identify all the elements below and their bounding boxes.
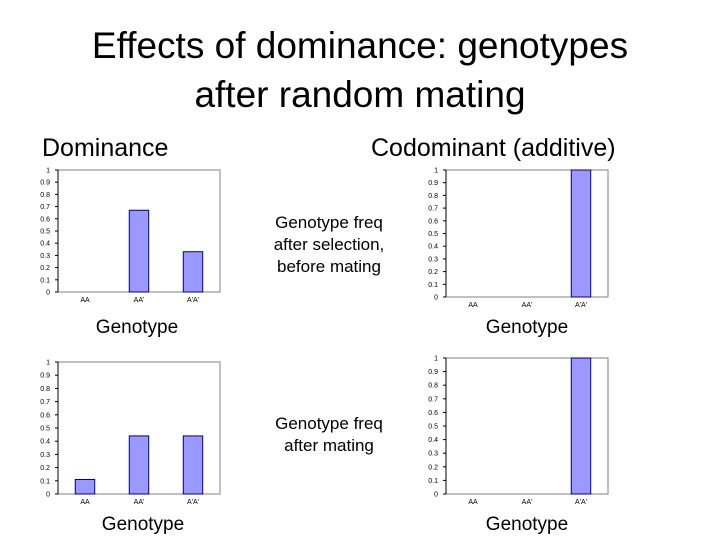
y-tick-label: 0.8 [40, 386, 50, 393]
y-tick-label: 0.9 [40, 180, 50, 187]
y-tick-label: 0.8 [428, 193, 438, 200]
y-tick-label: 0.3 [40, 452, 50, 459]
chart-codominant-after-mating: 0 0.1 0.2 0.3 0.4 0.5 0.6 0.7 0.8 0.9 1 AA AA' A'A' [428, 356, 609, 506]
x-axis-label: Genotype [485, 317, 569, 338]
x-tick-label: A'A' [575, 302, 587, 309]
y-tick-label: 1 [434, 168, 438, 175]
y-tick-label: 0.6 [40, 216, 50, 223]
bar-A'A' [182, 435, 204, 495]
y-tick-label: 0.4 [40, 439, 50, 446]
x-tick-label: AA' [522, 499, 533, 506]
y-tick-label: 1 [46, 168, 50, 175]
x-tick-label: AA [468, 302, 478, 309]
y-tick-label: 0.2 [428, 269, 438, 276]
annotation-line: after mating [284, 436, 374, 455]
chart-dominance-after-mating: 0 0.1 0.2 0.3 0.4 0.5 0.6 0.7 0.8 0.9 1 AA AA' A'A' [40, 360, 221, 506]
y-tick-label: 0.3 [40, 253, 50, 260]
y-tick-label: 0 [46, 492, 50, 499]
bar-A'A' [182, 251, 204, 293]
y-tick-label: 0.6 [428, 218, 438, 225]
y-tick-label: 0 [46, 290, 50, 297]
y-tick-label: 0.7 [40, 204, 50, 211]
chart-dominance-before-mating: 0 0.1 0.2 0.3 0.4 0.5 0.6 0.7 0.8 0.9 1 AA AA' A'A' [40, 168, 221, 304]
y-tick-label: 0.1 [40, 478, 50, 485]
x-tick-label: AA' [134, 499, 145, 506]
y-tick-label: 0.4 [428, 437, 438, 444]
x-tick-label: A'A' [575, 499, 587, 506]
y-tick-label: 0.3 [428, 256, 438, 263]
slide-title-line-1: Effects of dominance: genotypes [91, 25, 629, 66]
y-tick-label: 0.7 [40, 399, 50, 406]
y-tick-label: 0.6 [40, 412, 50, 419]
y-tick-label: 0.1 [40, 277, 50, 284]
y-tick-label: 0.6 [428, 410, 438, 417]
x-tick-label: AA' [522, 302, 533, 309]
annotation-line: Genotype freq [275, 414, 383, 433]
annotation-after-mating: Genotype freq after mating [254, 413, 404, 457]
x-axis-label: Genotype [101, 514, 185, 535]
y-tick-label: 0.9 [428, 180, 438, 187]
y-tick-label: 0.9 [40, 373, 50, 380]
x-tick-label: A'A' [187, 499, 199, 506]
x-tick-label: A'A' [187, 297, 199, 304]
bar-AA' [128, 435, 150, 495]
y-tick-label: 0.5 [40, 229, 50, 236]
y-tick-label: 1 [434, 356, 438, 363]
annotation-line: before mating [277, 257, 381, 276]
y-tick-label: 0.5 [428, 424, 438, 431]
y-tick-label: 0.2 [40, 465, 50, 472]
slide-title-line-2: after random mating [194, 74, 526, 115]
x-tick-label: AA [80, 499, 90, 506]
y-tick-label: 1 [46, 360, 50, 367]
y-tick-label: 0.2 [40, 265, 50, 272]
y-tick-label: 0.7 [428, 396, 438, 403]
y-tick-label: 0 [434, 295, 438, 302]
y-tick-label: 0.1 [428, 478, 438, 485]
y-tick-label: 0.2 [428, 464, 438, 471]
y-tick-label: 0.9 [428, 369, 438, 376]
y-tick-label: 0.7 [428, 206, 438, 213]
bar-A'A' [570, 357, 592, 495]
y-tick-label: 0.3 [428, 451, 438, 458]
x-axis-label: Genotype [485, 514, 569, 535]
bar-AA' [128, 209, 150, 293]
column-header-dominance: Dominance [42, 134, 169, 162]
x-axis-label: Genotype [95, 317, 179, 338]
y-tick-label: 0.8 [40, 192, 50, 199]
y-tick-label: 0.5 [428, 231, 438, 238]
x-tick-label: AA [80, 297, 90, 304]
y-tick-label: 0 [434, 492, 438, 499]
annotation-before-mating: Genotype freq after selection, before ma… [254, 212, 404, 278]
y-tick-label: 0.4 [40, 241, 50, 248]
y-tick-label: 0.5 [40, 426, 50, 433]
bar-A'A' [570, 169, 592, 298]
annotation-line: Genotype freq [275, 213, 383, 232]
x-tick-label: AA [468, 499, 478, 506]
y-tick-label: 0.4 [428, 244, 438, 251]
x-tick-label: AA' [134, 297, 145, 304]
annotation-line: after selection, [273, 235, 385, 254]
y-tick-label: 0.1 [428, 282, 438, 289]
column-header-codominant: Codominant (additive) [371, 134, 616, 162]
bar-AA [74, 478, 96, 495]
y-tick-label: 0.8 [428, 383, 438, 390]
chart-codominant-before-mating: 0 0.1 0.2 0.3 0.4 0.5 0.6 0.7 0.8 0.9 1 AA AA' A'A' [428, 168, 609, 309]
